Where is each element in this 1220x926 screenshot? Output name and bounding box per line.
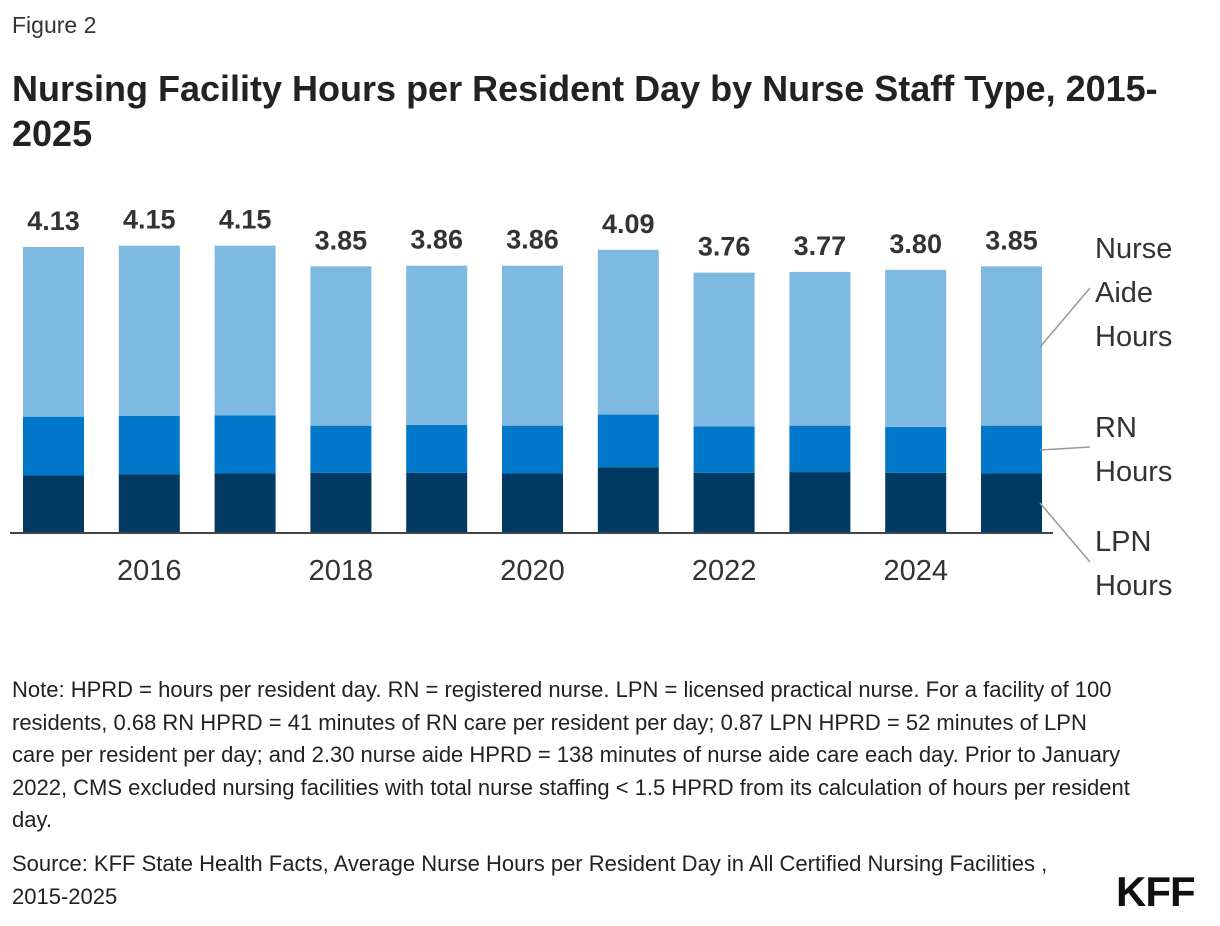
bar-nurse-aide-hours-2025 bbox=[981, 266, 1042, 426]
bar-nurse-aide-hours-2019 bbox=[406, 265, 468, 425]
bar-lpn-hours-2024 bbox=[885, 472, 947, 533]
bar-lpn-hours-2018 bbox=[310, 472, 372, 533]
x-tick-label-2024: 2024 bbox=[883, 555, 948, 587]
bar-rn-hours-2022 bbox=[693, 426, 755, 473]
x-tick-label-2022: 2022 bbox=[692, 555, 757, 587]
data-label-2024: 3.80 bbox=[889, 229, 942, 259]
chart-source: Source: KFF State Health Facts, Average … bbox=[12, 851, 1048, 909]
data-label-2018: 3.85 bbox=[315, 225, 368, 255]
kff-logo: KFF bbox=[1116, 868, 1196, 915]
stacked-bar-chart: 4.13 4.15 4.15 3.85 3.86 3.86 4.09 3.76 3.77 3.80… bbox=[10, 205, 1172, 602]
bar-rn-hours-2020 bbox=[502, 425, 563, 474]
bar-rn-hours-2016 bbox=[118, 415, 180, 475]
data-label-2015: 4.13 bbox=[27, 206, 80, 236]
legend-label-rn-hours-2: Hours bbox=[1095, 456, 1172, 488]
data-label-2022: 3.76 bbox=[698, 232, 751, 262]
bar-rn-hours-2018 bbox=[310, 425, 372, 473]
data-label-2017: 4.15 bbox=[219, 205, 272, 235]
bar-lpn-hours-2021 bbox=[597, 467, 659, 533]
bar-lpn-hours-2016 bbox=[118, 474, 180, 533]
bar-nurse-aide-hours-2015 bbox=[23, 247, 84, 417]
legend-leader-nurse-aide-hours bbox=[1039, 287, 1091, 348]
x-tick-label-2016: 2016 bbox=[117, 555, 182, 587]
bar-rn-hours-2019 bbox=[406, 424, 468, 473]
bar-nurse-aide-hours-2024 bbox=[885, 269, 947, 428]
bar-rn-hours-2021 bbox=[597, 414, 659, 468]
bar-rn-hours-2017 bbox=[214, 415, 276, 474]
bar-rn-hours-2025 bbox=[981, 425, 1042, 474]
bar-nurse-aide-hours-2020 bbox=[502, 265, 563, 426]
legend-label-lpn-hours-2: Hours bbox=[1095, 570, 1172, 602]
x-tick-label-2020: 2020 bbox=[500, 555, 565, 587]
chart-note: Note: HPRD = hours per resident day. RN … bbox=[12, 677, 1130, 832]
data-label-2020: 3.86 bbox=[506, 225, 559, 255]
chart-title: Nursing Facility Hours per Resident Day … bbox=[12, 68, 1158, 154]
bar-lpn-hours-2023 bbox=[789, 472, 851, 533]
legend-label-nurse-aide-hours-1: Nurse bbox=[1095, 233, 1172, 265]
bar-nurse-aide-hours-2023 bbox=[789, 271, 851, 426]
bar-nurse-aide-hours-2016 bbox=[118, 245, 180, 416]
bar-nurse-aide-hours-2021 bbox=[597, 249, 659, 415]
bar-nurse-aide-hours-2018 bbox=[310, 266, 372, 426]
figure-label: Figure 2 bbox=[12, 12, 97, 38]
bar-lpn-hours-2015 bbox=[23, 475, 84, 533]
bar-rn-hours-2023 bbox=[789, 425, 851, 473]
bar-lpn-hours-2020 bbox=[502, 473, 563, 533]
legend-label-nurse-aide-hours-2: Aide bbox=[1095, 277, 1153, 309]
data-label-2025: 3.85 bbox=[985, 225, 1038, 255]
data-label-2019: 3.86 bbox=[410, 225, 463, 255]
bar-rn-hours-2015 bbox=[23, 416, 84, 476]
legend-leader-lpn-hours bbox=[1039, 502, 1091, 563]
legend-label-rn-hours-1: RN bbox=[1095, 412, 1137, 444]
data-label-2021: 4.09 bbox=[602, 209, 655, 239]
legend-leader-rn-hours bbox=[1039, 446, 1091, 451]
bar-lpn-hours-2025 bbox=[981, 473, 1042, 533]
bar-lpn-hours-2017 bbox=[214, 473, 276, 533]
x-tick-label-2018: 2018 bbox=[309, 555, 374, 587]
bar-rn-hours-2024 bbox=[885, 427, 947, 473]
bar-nurse-aide-hours-2022 bbox=[693, 272, 755, 427]
bar-lpn-hours-2022 bbox=[693, 472, 755, 533]
data-label-2023: 3.77 bbox=[794, 231, 847, 261]
legend-label-nurse-aide-hours-3: Hours bbox=[1095, 321, 1172, 353]
legend-label-lpn-hours-1: LPN bbox=[1095, 526, 1151, 558]
bar-nurse-aide-hours-2017 bbox=[214, 245, 276, 416]
bar-lpn-hours-2019 bbox=[406, 472, 468, 533]
data-label-2016: 4.15 bbox=[123, 205, 176, 235]
